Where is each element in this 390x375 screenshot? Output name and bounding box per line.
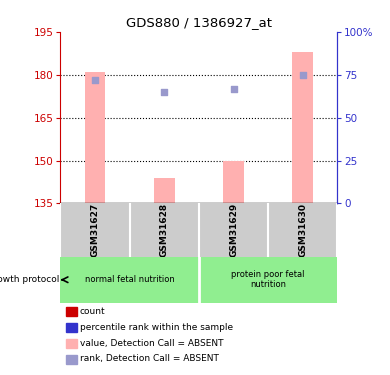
Text: protein poor fetal
nutrition: protein poor fetal nutrition [231,270,305,290]
Text: GSM31629: GSM31629 [229,203,238,257]
Text: GSM31628: GSM31628 [160,203,169,257]
Text: value, Detection Call = ABSENT: value, Detection Call = ABSENT [80,339,223,348]
Point [230,86,237,92]
Bar [66,323,77,332]
Point [92,78,98,84]
Bar [292,52,313,204]
Bar [223,160,244,204]
Text: growth protocol: growth protocol [0,275,59,284]
Text: percentile rank within the sample: percentile rank within the sample [80,323,233,332]
Text: GSM31630: GSM31630 [298,203,307,257]
Text: normal fetal nutrition: normal fetal nutrition [85,275,175,284]
Bar [85,72,105,204]
Bar [66,339,77,348]
Point [300,72,306,78]
Bar [66,308,77,316]
Bar [66,355,77,364]
Bar [154,178,175,204]
Text: rank, Detection Call = ABSENT: rank, Detection Call = ABSENT [80,354,219,363]
Text: GSM31627: GSM31627 [90,203,99,257]
Title: GDS880 / 1386927_at: GDS880 / 1386927_at [126,16,272,29]
Point [161,89,167,95]
Text: count: count [80,307,105,316]
